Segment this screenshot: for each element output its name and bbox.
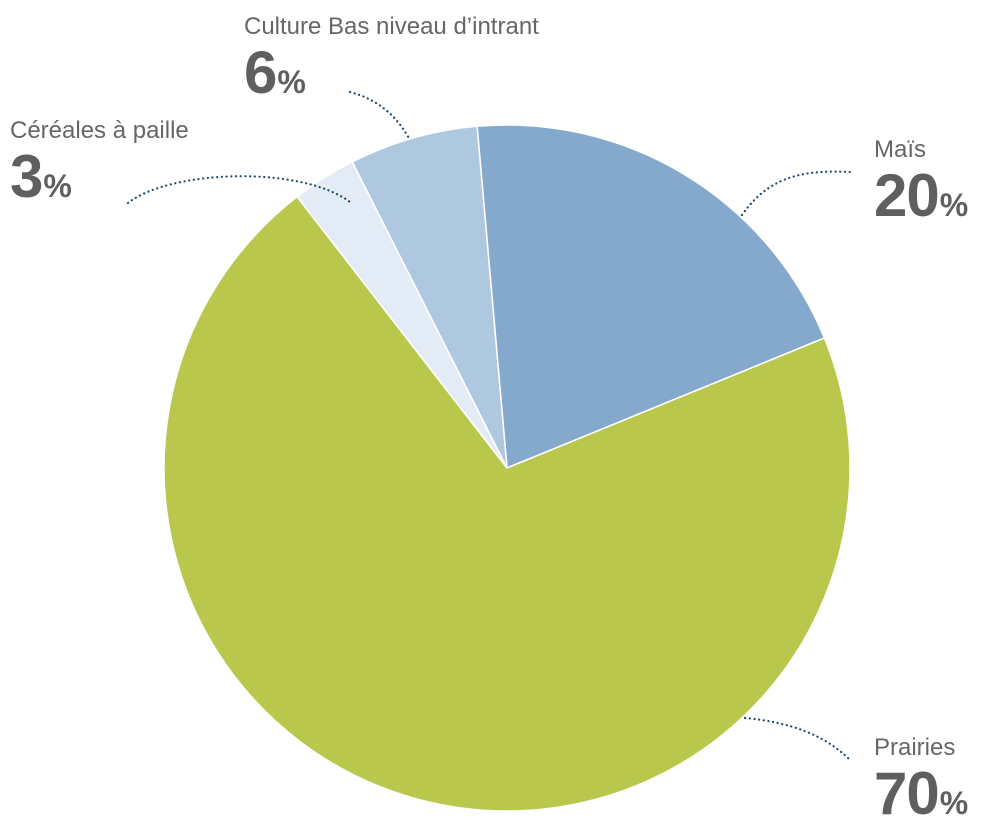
label-mais-value: 20	[874, 162, 940, 229]
slice-culture	[351, 125, 508, 469]
pie-slices	[163, 124, 851, 812]
leader-line-mais	[740, 170, 852, 217]
label-cereales-unit: %	[43, 168, 72, 204]
label-prairies-value: 70	[874, 760, 940, 827]
slice-prairies	[163, 195, 851, 812]
label-culture-value: 6	[244, 39, 277, 106]
label-mais: Maïs 20%	[874, 136, 968, 242]
label-prairies-unit: %	[939, 785, 969, 821]
slice-mais	[476, 124, 826, 470]
label-cereales: Céréales à paille 3%	[10, 117, 189, 223]
label-culture-percent: 6%	[244, 43, 539, 119]
label-culture: Culture Bas niveau d’intrant 6%	[244, 13, 539, 119]
leader-line-culture	[348, 90, 412, 142]
label-culture-unit: %	[277, 64, 306, 100]
label-mais-percent: 20%	[874, 166, 968, 242]
label-mais-name: Maïs	[874, 136, 927, 163]
leader-lines	[126, 90, 852, 762]
label-culture-name: Culture Bas niveau d’intrant	[244, 13, 539, 40]
label-cereales-name: Céréales à paille	[10, 117, 189, 144]
label-prairies-percent: 70%	[874, 764, 968, 828]
label-cereales-value: 3	[10, 143, 43, 210]
leader-line-cereales	[126, 175, 352, 205]
label-mais-unit: %	[939, 187, 969, 223]
leader-line-prairies	[743, 716, 852, 762]
label-prairies: Prairies 70%	[874, 734, 968, 828]
label-cereales-percent: 3%	[10, 147, 189, 223]
label-prairies-name: Prairies	[874, 734, 956, 761]
